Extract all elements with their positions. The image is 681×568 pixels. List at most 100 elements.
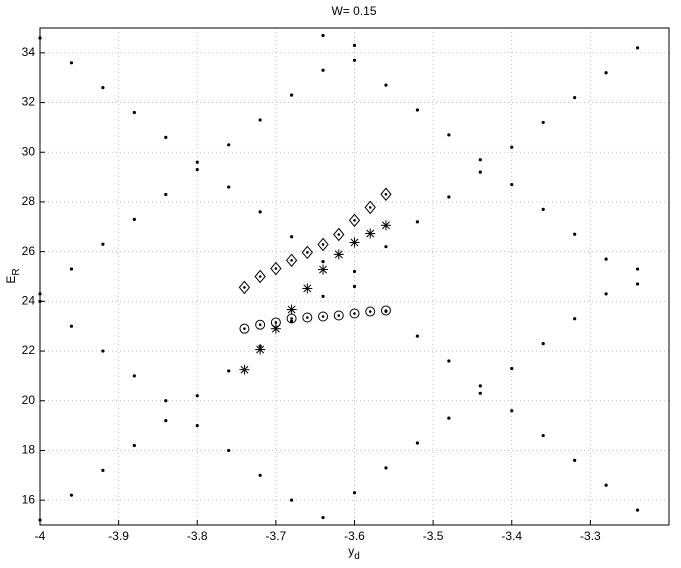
dot: [510, 182, 514, 187]
dot: [384, 466, 388, 470]
point: [318, 311, 329, 322]
point: [195, 424, 199, 428]
ring: [365, 306, 376, 317]
point: [132, 110, 136, 115]
star-stroke: [334, 250, 343, 259]
point: [227, 369, 231, 373]
center-dot: [290, 317, 293, 320]
point: [447, 416, 451, 420]
diamond: [348, 213, 361, 228]
point: [384, 466, 388, 470]
point: [290, 235, 294, 239]
point: [227, 448, 231, 453]
point: [384, 245, 388, 249]
y-tick-label: 18: [22, 443, 36, 457]
diamond: [270, 261, 282, 276]
dot: [510, 145, 514, 149]
center-dot: [384, 309, 388, 312]
point: [415, 334, 419, 338]
ring: [239, 323, 250, 334]
point: [286, 313, 297, 324]
point: [69, 267, 74, 271]
dot: [69, 61, 74, 65]
point: [132, 217, 136, 221]
star-stroke: [350, 238, 359, 247]
center-dot: [321, 315, 325, 318]
ring: [380, 305, 391, 316]
dot: [195, 168, 199, 172]
dot: [290, 93, 294, 97]
point: [352, 58, 357, 62]
center-dot: [274, 321, 278, 324]
point: [301, 245, 313, 260]
point: [101, 242, 105, 246]
x-tick-label: -3.6: [344, 529, 365, 543]
diamond: [380, 187, 392, 202]
point: [604, 257, 608, 261]
y-tick-label: 34: [22, 45, 36, 59]
point: [541, 341, 545, 346]
dot: [415, 108, 419, 112]
point: [290, 93, 294, 97]
center-dot: [337, 314, 341, 317]
point: [510, 409, 514, 413]
dot: [69, 493, 74, 497]
y-label-base: E: [4, 276, 18, 284]
dot: [510, 409, 514, 413]
dot: [101, 86, 105, 90]
point: [290, 319, 294, 323]
dot: [604, 292, 608, 296]
dot: [321, 33, 325, 38]
diamond: [333, 227, 345, 242]
star-stroke: [240, 365, 249, 374]
dot: [321, 294, 325, 298]
point: [635, 508, 640, 512]
dot: [415, 334, 419, 338]
x-tick-label: -3.5: [423, 529, 444, 543]
dot: [415, 441, 419, 445]
point: [321, 33, 325, 38]
dot: [227, 185, 231, 189]
point: [349, 308, 360, 319]
point: [380, 187, 392, 202]
ring: [318, 311, 329, 322]
y-tick-label: 22: [22, 343, 36, 357]
dot: [69, 267, 74, 271]
center-dot: [258, 323, 262, 327]
y-axis-label: ER: [4, 268, 21, 283]
dot: [38, 292, 42, 296]
point: [573, 458, 577, 462]
center-dot: [306, 251, 309, 254]
dot: [384, 83, 388, 87]
dot: [38, 518, 42, 522]
x-label-sub: d: [354, 551, 360, 562]
point: [195, 394, 199, 398]
point: [69, 61, 74, 65]
dot: [195, 160, 199, 164]
point: [38, 299, 42, 303]
point: [255, 344, 266, 355]
dot: [132, 374, 136, 378]
point: [635, 282, 640, 286]
point: [195, 160, 199, 164]
center-dot: [258, 275, 262, 278]
dot: [352, 284, 357, 289]
point: [164, 399, 168, 403]
point: [604, 71, 608, 75]
point: [38, 36, 42, 40]
point: [164, 419, 168, 423]
dot: [321, 68, 325, 72]
point: [270, 317, 281, 328]
point: [132, 443, 136, 448]
dot: [321, 515, 325, 520]
dot: [541, 433, 545, 438]
point: [258, 118, 262, 122]
point: [317, 237, 329, 252]
point: [321, 294, 325, 298]
center-dot: [368, 206, 372, 209]
x-tick-label: -3.3: [580, 529, 601, 543]
dot: [132, 110, 136, 115]
point: [415, 108, 419, 112]
x-tick-label: -3.7: [266, 529, 287, 543]
point: [302, 283, 313, 294]
